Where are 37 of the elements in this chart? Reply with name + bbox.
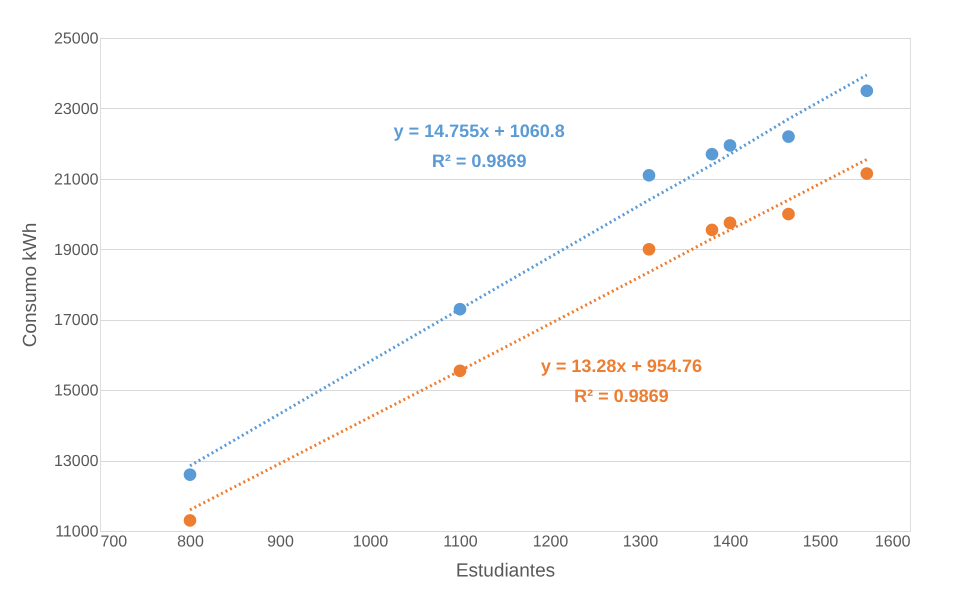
y-tick-label: 13000	[54, 453, 99, 470]
point	[860, 84, 874, 98]
y-tick-label: 23000	[54, 100, 99, 118]
x-tick-label: 1000	[352, 534, 388, 550]
point	[782, 130, 795, 143]
point	[782, 208, 795, 220]
y-tick-label: 15000	[54, 382, 99, 400]
point	[724, 216, 736, 230]
x-tick-label: 700	[100, 534, 128, 550]
y-axis-title: Consumo kWh	[20, 222, 42, 348]
x-axis-title: Estudiantes	[456, 560, 556, 582]
y-tick-label: 11000	[55, 524, 99, 540]
point	[642, 242, 656, 256]
x-tick-label: 900	[267, 534, 294, 550]
point	[184, 514, 196, 527]
point	[642, 169, 656, 182]
point	[454, 364, 466, 378]
point	[724, 139, 736, 152]
annotation: R² = 0.9869	[574, 386, 669, 406]
y-tick-label: 25000	[54, 30, 99, 48]
x-tick-label: 1300	[622, 534, 658, 550]
annotation: R² = 0.9869	[432, 151, 526, 171]
annotation: y = 14.755x + 1060.8	[394, 121, 565, 141]
point	[184, 468, 196, 481]
annotation: y = 13.28x + 954.76	[540, 356, 702, 376]
x-tick-label: 1200	[532, 534, 568, 550]
y-tick-label: 19000	[54, 242, 99, 259]
y-tick-label: 17000	[54, 312, 99, 330]
y-tick-label: 21000	[54, 171, 99, 188]
point	[706, 224, 718, 236]
x-tick-label: 1500	[802, 534, 838, 550]
x-tick-label: 1600	[874, 534, 911, 550]
x-tick-label: 800	[177, 534, 204, 550]
point	[860, 167, 874, 180]
x-tick-label: 1100	[443, 534, 478, 550]
point	[706, 148, 718, 161]
x-tick-label: 1400	[712, 534, 748, 550]
